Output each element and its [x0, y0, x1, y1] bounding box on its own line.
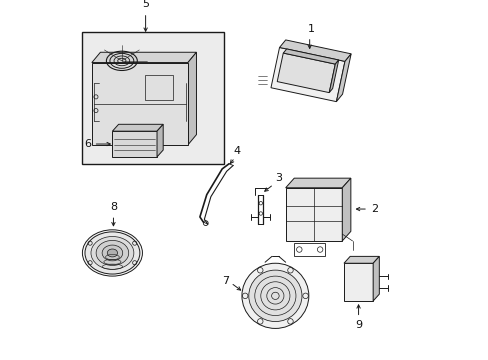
Text: 5: 5 [142, 0, 149, 9]
Text: 1: 1 [307, 24, 314, 34]
Text: 6: 6 [83, 139, 91, 149]
Polygon shape [343, 256, 379, 263]
Polygon shape [187, 52, 196, 145]
Text: 2: 2 [370, 204, 377, 214]
FancyBboxPatch shape [285, 188, 342, 241]
Text: 7: 7 [222, 276, 228, 287]
Ellipse shape [242, 263, 308, 328]
Ellipse shape [102, 245, 122, 261]
FancyBboxPatch shape [81, 32, 224, 164]
Polygon shape [279, 40, 350, 62]
Polygon shape [372, 256, 379, 301]
Polygon shape [342, 178, 350, 241]
Text: 9: 9 [354, 320, 362, 330]
Text: 4: 4 [233, 145, 240, 156]
Text: 8: 8 [110, 202, 117, 212]
Polygon shape [270, 48, 344, 102]
Polygon shape [283, 49, 338, 64]
Polygon shape [112, 124, 163, 131]
Polygon shape [92, 52, 196, 63]
Polygon shape [336, 54, 350, 102]
Polygon shape [157, 124, 163, 157]
FancyBboxPatch shape [112, 131, 157, 157]
Text: 3: 3 [275, 173, 282, 183]
Ellipse shape [248, 270, 302, 321]
Polygon shape [92, 63, 187, 145]
Ellipse shape [85, 232, 140, 274]
Ellipse shape [91, 237, 134, 269]
Ellipse shape [107, 249, 117, 257]
FancyBboxPatch shape [343, 263, 372, 301]
Ellipse shape [82, 230, 142, 276]
Polygon shape [285, 178, 350, 188]
Polygon shape [277, 53, 335, 93]
Ellipse shape [96, 240, 128, 265]
Polygon shape [328, 60, 338, 93]
